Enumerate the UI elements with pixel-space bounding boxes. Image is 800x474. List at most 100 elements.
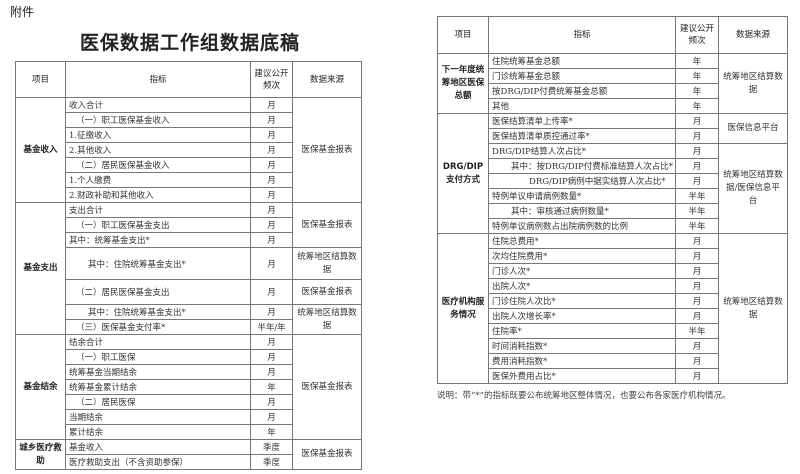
indicator-cell: DRG/DIP结算人次占比* bbox=[488, 143, 676, 159]
table-row: 下一年度统筹地区医保总额 住院统筹基金总额年统筹地区结算数据 bbox=[437, 53, 788, 114]
table-row: 其中：按DRG/DIP付费标准结算人次占比* 月 bbox=[438, 158, 788, 174]
section-label: 城乡医疗救助 bbox=[15, 439, 66, 470]
indicator-cell: 累计结余 bbox=[65, 424, 251, 440]
frequency-cell: 月 bbox=[250, 187, 293, 203]
frequency-cell: 年 bbox=[250, 424, 293, 440]
indicator-cell: 1.个人缴费 bbox=[65, 172, 251, 188]
footnote: 说明：带“*”的指标既要公布统筹地区整体情况，也要公布各家医疗机构情况。 bbox=[437, 391, 731, 401]
table-header-row: 项目 指标 建议公开频次 数据来源 bbox=[15, 61, 362, 98]
frequency-cell: 季度 bbox=[250, 439, 293, 455]
frequency-cell: 月 bbox=[250, 232, 293, 248]
table-row: 统筹基金累计结余年 bbox=[16, 379, 362, 395]
table-row: 医疗机构服务情况 住院总费用* 月统筹地区结算数据 bbox=[437, 233, 788, 384]
header-item: 项目 bbox=[15, 61, 66, 98]
frequency-cell: 月 bbox=[250, 172, 293, 188]
indicator-cell: 特例单议病例数占出院病例数的比例 bbox=[488, 218, 676, 234]
frequency-cell: 年 bbox=[675, 83, 719, 99]
source-cell: 统筹地区结算数据 bbox=[718, 53, 788, 114]
indicator-cell: （二）居民医保 bbox=[65, 394, 251, 410]
frequency-cell: 月 bbox=[250, 97, 293, 113]
indicator-cell: （二）居民医保基金支出 bbox=[65, 279, 251, 305]
table-row: （二）居民医保基金收入月 bbox=[16, 157, 362, 173]
frequency-cell: 月 bbox=[675, 293, 719, 309]
frequency-cell: 半年 bbox=[675, 203, 719, 219]
document-title: 医保数据工作组数据底稿 bbox=[79, 32, 300, 54]
table-row: 出院人次* 月 bbox=[438, 278, 788, 294]
frequency-cell: 年 bbox=[675, 53, 719, 69]
indicator-cell: 出院人次增长率* bbox=[488, 308, 676, 324]
header-frequency: 建议公开频次 bbox=[675, 16, 719, 54]
frequency-cell: 月 bbox=[675, 128, 719, 144]
frequency-cell: 月 bbox=[250, 409, 293, 425]
header-source: 数据来源 bbox=[718, 16, 788, 54]
indicator-cell: 住院总费用* bbox=[488, 233, 676, 249]
indicator-cell: 特例单议申请病例数量* bbox=[488, 188, 676, 204]
table-row: 按DRG/DIP付费统筹基金总额年 bbox=[438, 83, 788, 99]
frequency-cell: 月 bbox=[250, 217, 293, 233]
indicator-cell: 收入合计 bbox=[65, 97, 251, 113]
header-item: 项目 bbox=[437, 16, 489, 54]
frequency-cell: 月 bbox=[250, 202, 293, 218]
frequency-cell: 月 bbox=[675, 158, 719, 174]
indicator-cell: （二）居民医保基金收入 bbox=[65, 157, 251, 173]
table-row: 城乡医疗救助 基金收入 季度 医保基金报表 bbox=[15, 439, 362, 470]
indicator-cell: 其中：统筹基金支出* bbox=[65, 232, 251, 248]
table-row: 2.财政补助和其他收入月 bbox=[16, 187, 362, 203]
frequency-cell: 月 bbox=[675, 233, 719, 249]
table-row: 1.个人缴费月 bbox=[16, 172, 362, 188]
indicator-cell: 次均住院费用* bbox=[488, 248, 676, 264]
indicator-cell: 住院统筹基金总额 bbox=[488, 53, 676, 69]
indicator-cell: 其中：审核通过病例数量* bbox=[488, 203, 676, 219]
frequency-cell: 年 bbox=[675, 68, 719, 84]
source-cell: 医保基金报表 bbox=[292, 279, 362, 305]
source-cell: 统筹地区结算数据 bbox=[292, 247, 362, 280]
table-row: 门诊统筹基金总额年 bbox=[438, 68, 788, 84]
frequency-cell: 月 bbox=[250, 127, 293, 143]
frequency-cell: 月 bbox=[675, 278, 719, 294]
indicator-cell: 2.其他收入 bbox=[65, 142, 251, 158]
section-label: 基金结余 bbox=[15, 334, 66, 440]
frequency-cell: 月 bbox=[675, 353, 719, 369]
indicator-cell: 按DRG/DIP付费统筹基金总额 bbox=[488, 83, 676, 99]
frequency-cell: 半年 bbox=[675, 323, 719, 339]
frequency-cell: 月 bbox=[250, 157, 293, 173]
indicator-cell: 其他 bbox=[488, 98, 676, 114]
source-cell: 统筹地区结算数据 bbox=[292, 304, 362, 335]
header-indicator: 指标 bbox=[488, 16, 676, 54]
indicator-cell: 医保外费用占比* bbox=[488, 368, 676, 384]
indicator-cell: 统筹基金当期结余 bbox=[65, 364, 251, 380]
table-row: （二）居民医保基金支出月医保基金报表 bbox=[16, 279, 362, 305]
frequency-cell: 月 bbox=[675, 368, 719, 384]
indicator-cell: （一）职工医保 bbox=[65, 349, 251, 365]
table-row: DRG/DIP支付方式 医保结算清单上传率* 月医保信息平台 bbox=[437, 113, 788, 234]
header-indicator: 指标 bbox=[65, 61, 251, 98]
indicator-cell: 其中：住院统筹基金支出* bbox=[65, 304, 251, 320]
table-row: 1.征缴收入月 bbox=[16, 127, 362, 143]
section-label: DRG/DIP支付方式 bbox=[437, 113, 489, 234]
table-row: 其中：住院统筹基金支出* 月统筹地区结算数据 bbox=[16, 247, 362, 280]
source-cell: 统筹地区结算数据 bbox=[718, 233, 788, 384]
indicator-cell: 其中：住院统筹基金支出* bbox=[65, 247, 251, 280]
indicator-cell: 2.财政补助和其他收入 bbox=[65, 187, 251, 203]
frequency-cell: 月 bbox=[675, 173, 719, 189]
section-label: 基金支出 bbox=[15, 202, 66, 335]
indicator-cell: 医疗救助支出（不含资助参保） bbox=[65, 454, 251, 470]
indicator-cell: 门诊统筹基金总额 bbox=[488, 68, 676, 84]
table-row: DRG/DIP结算人次占比* 月统筹地区结算数据/医保信息平台 bbox=[438, 143, 788, 234]
frequency-cell: 月 bbox=[250, 364, 293, 380]
frequency-cell: 半年 bbox=[675, 218, 719, 234]
table-row: 累计结余年 bbox=[16, 424, 362, 440]
frequency-cell: 半年/年 bbox=[250, 319, 293, 335]
indicator-cell: 医保结算清单上传率* bbox=[488, 113, 676, 129]
table-row: 基金收入 收入合计月医保基金报表 bbox=[15, 97, 362, 203]
frequency-cell: 月 bbox=[675, 143, 719, 159]
indicator-cell: 支出合计 bbox=[65, 202, 251, 218]
indicator-cell: （三）医保基金支付率* bbox=[65, 319, 251, 335]
frequency-cell: 年 bbox=[250, 379, 293, 395]
frequency-cell: 月 bbox=[250, 142, 293, 158]
indicator-cell: 基金收入 bbox=[65, 439, 251, 455]
section-label: 基金收入 bbox=[15, 97, 66, 203]
source-cell: 统筹地区结算数据/医保信息平台 bbox=[718, 143, 788, 234]
table-row: 其他年 bbox=[438, 98, 788, 114]
frequency-cell: 月 bbox=[250, 394, 293, 410]
